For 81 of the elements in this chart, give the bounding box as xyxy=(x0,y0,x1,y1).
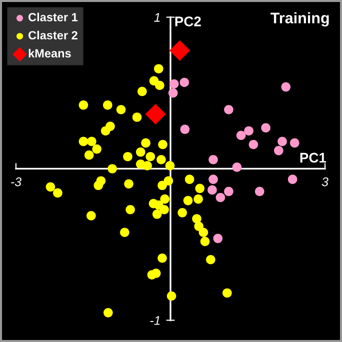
point xyxy=(248,140,258,150)
point xyxy=(278,136,287,146)
point xyxy=(124,179,134,189)
point xyxy=(288,174,298,184)
point xyxy=(86,211,96,220)
legend-label: Claster 2 xyxy=(28,30,78,40)
point xyxy=(120,228,130,238)
point xyxy=(208,154,218,164)
point xyxy=(200,236,210,246)
point xyxy=(169,79,179,89)
point xyxy=(208,174,218,184)
point xyxy=(158,140,168,150)
point xyxy=(87,136,96,146)
point xyxy=(165,161,175,170)
point xyxy=(164,176,174,186)
point xyxy=(78,100,88,110)
x-tick-label: -3 xyxy=(11,177,22,186)
point xyxy=(224,104,234,114)
point xyxy=(183,196,193,206)
text: Training xyxy=(270,12,329,26)
point xyxy=(136,147,146,157)
point xyxy=(126,204,135,214)
y-tick-label: -1 xyxy=(150,316,160,325)
point xyxy=(141,138,150,148)
point xyxy=(168,88,178,98)
point xyxy=(180,78,190,88)
point xyxy=(102,100,112,110)
point xyxy=(178,208,187,218)
point xyxy=(155,80,164,90)
point xyxy=(104,308,113,318)
point xyxy=(254,186,264,196)
point xyxy=(146,152,156,162)
point xyxy=(208,185,217,195)
point xyxy=(78,136,88,146)
point xyxy=(224,186,234,196)
point xyxy=(160,194,170,204)
point xyxy=(222,288,232,298)
point xyxy=(244,126,254,136)
point xyxy=(290,138,300,148)
point xyxy=(232,162,242,172)
point xyxy=(160,204,169,214)
point xyxy=(158,253,167,263)
point xyxy=(142,161,152,170)
point xyxy=(84,150,94,160)
y-tick-label: 1 xyxy=(154,13,160,22)
x-axis-title: PC1 xyxy=(300,152,326,163)
point xyxy=(213,234,223,244)
point xyxy=(158,180,167,190)
point xyxy=(46,182,56,192)
x-tick-label: 3 xyxy=(322,177,328,186)
point xyxy=(92,144,102,154)
legend-label: Claster 1 xyxy=(28,12,78,22)
point xyxy=(206,254,216,264)
point xyxy=(184,174,194,184)
point xyxy=(116,104,126,114)
point xyxy=(137,86,147,96)
point xyxy=(274,146,284,156)
point xyxy=(156,154,166,164)
point xyxy=(123,152,132,162)
point xyxy=(198,228,208,238)
point xyxy=(192,214,202,224)
point xyxy=(195,184,205,194)
point xyxy=(152,210,162,219)
legend-label: kMeans xyxy=(28,48,71,58)
point xyxy=(96,176,106,186)
point xyxy=(281,82,291,92)
point xyxy=(166,291,176,301)
point xyxy=(180,124,190,134)
point xyxy=(132,112,142,122)
point xyxy=(151,268,161,278)
point xyxy=(216,192,226,202)
point xyxy=(100,126,110,136)
y-axis-title: PC2 xyxy=(175,16,201,26)
point xyxy=(169,40,190,61)
point xyxy=(108,164,117,174)
point xyxy=(236,130,246,140)
point xyxy=(53,188,62,198)
point xyxy=(261,123,270,132)
point xyxy=(145,104,166,124)
point xyxy=(154,64,164,74)
point xyxy=(194,194,203,204)
